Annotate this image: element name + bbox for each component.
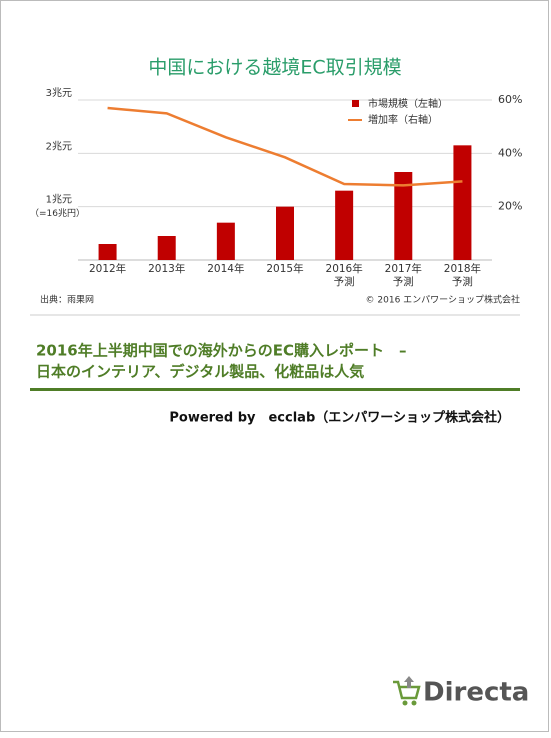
headline: 日本のインテリア、デジタル製品、化粧品は人気 xyxy=(36,363,364,381)
x-tick-note: 予測 xyxy=(334,275,355,288)
x-tick-note: 予測 xyxy=(393,275,414,288)
x-tick-label: 2016年 xyxy=(326,262,363,275)
legend-label: 市場規模（左軸） xyxy=(368,97,448,110)
bar xyxy=(335,190,354,260)
line xyxy=(107,106,463,187)
y2-tick-label: 20% xyxy=(498,200,522,213)
copyright: © 2016 エンパワーショップ株式会社 xyxy=(366,294,520,306)
y-tick-label: 3兆元 xyxy=(46,87,72,99)
x-tick-label: 2018年 xyxy=(444,262,481,275)
chart-title: 中国における越境EC取引規模 xyxy=(148,57,401,79)
y2-tick-label: 40% xyxy=(498,146,522,159)
bar xyxy=(394,172,413,260)
headline-rule xyxy=(30,388,520,391)
y-tick-label: 2兆元 xyxy=(46,140,72,152)
x-tick-label: 2013年 xyxy=(148,262,185,275)
y2-tick-label: 60% xyxy=(498,93,522,106)
x-tick-label: 2015年 xyxy=(266,262,303,275)
logo: Directa xyxy=(423,678,529,708)
bar xyxy=(453,145,472,260)
powered-by: Powered by ecclab（エンパワーショップ株式会社） xyxy=(169,410,510,426)
bar xyxy=(98,244,117,260)
y-tick-label: 1兆元 xyxy=(46,194,72,206)
headline: 2016年上半期中国での海外からのEC購入レポート – xyxy=(36,342,407,360)
logo-icon xyxy=(393,676,421,706)
x-tick-label: 2012年 xyxy=(89,262,126,275)
bar xyxy=(276,206,294,260)
x-tick-label: 2014年 xyxy=(207,262,244,275)
x-tick-label: 2017年 xyxy=(385,262,422,275)
x-tick-note: 予測 xyxy=(452,275,473,288)
y-tick-note: （=16兆円） xyxy=(30,208,85,219)
bar xyxy=(157,236,176,260)
bar xyxy=(216,222,235,260)
legend-swatch xyxy=(352,100,359,107)
legend-label: 増加率（右軸） xyxy=(368,113,438,126)
source: 出典：雨果网 xyxy=(40,294,94,306)
